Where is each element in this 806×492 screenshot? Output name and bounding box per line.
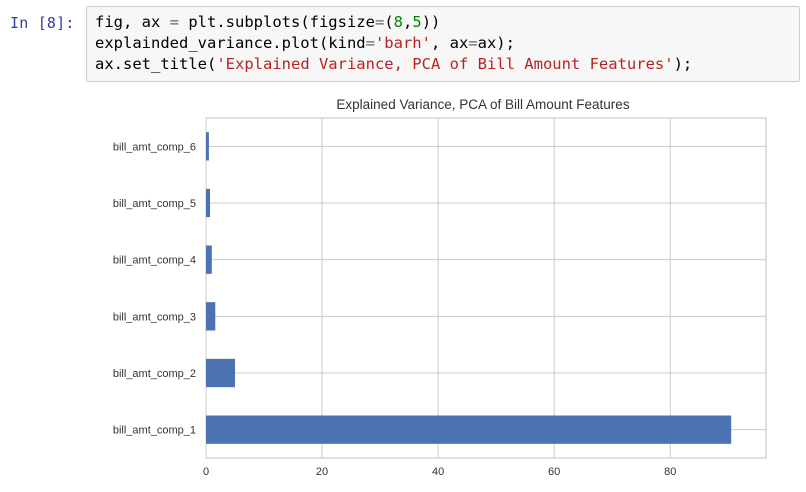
code-token: ( [384,13,394,31]
y-tick-label: bill_amt_comp_4 [113,255,196,267]
code-token: plt.subplots(figsize [179,13,375,31]
code-token: 5 [412,13,422,31]
bar-bill_amt_comp_3 [206,302,216,331]
code-token: = [169,13,179,31]
code-token: 8 [393,13,403,31]
bar-bill_amt_comp_6 [206,132,209,161]
y-tick-label: bill_amt_comp_6 [113,141,196,153]
code-token: ); [673,55,693,73]
y-tick-label: bill_amt_comp_2 [113,368,196,380]
y-tick-label: bill_amt_comp_1 [113,425,196,437]
code-token: = [468,34,478,52]
chart-title: Explained Variance, PCA of Bill Amount F… [336,97,629,112]
code-token: ax); [477,34,515,52]
code-token: )) [421,13,441,31]
code-token: , ax [430,34,469,52]
code-editor[interactable]: fig, ax = plt.subplots(figsize=(8,5)) exp… [86,6,800,82]
bar-bill_amt_comp_4 [206,245,212,274]
code-token: fig, ax [95,13,170,31]
bar-bill_amt_comp_2 [206,358,236,388]
code-token: explainded_variance.plot(kind [95,34,366,52]
code-token: , [403,13,413,31]
y-tick-label: bill_amt_comp_3 [113,311,196,323]
code-line: ax.set_title('Explained Variance, PCA of… [95,54,791,75]
x-tick-label: 20 [316,466,328,478]
code-line: fig, ax = plt.subplots(figsize=(8,5)) [95,12,791,33]
code-token: 'Explained Variance, PCA of Bill Amount … [216,55,674,73]
x-tick-label: 60 [548,466,560,478]
y-tick-label: bill_amt_comp_5 [113,198,196,210]
bar-bill_amt_comp_1 [206,415,732,444]
bar-bill_amt_comp_5 [206,188,211,218]
code-line: explainded_variance.plot(kind='barh', ax… [95,33,791,54]
plot-area [205,117,767,459]
code-token: ax.set_title( [95,55,217,73]
x-tick-label: 0 [203,466,209,478]
cell-output: 0 20 40 60 80 bill_amt_comp_1 bill_amt_comp_2 b… [86,90,800,488]
code-token: 'barh' [374,34,431,52]
x-tick-label: 40 [432,466,444,478]
bar-chart: 0 20 40 60 80 bill_amt_comp_1 bill_amt_comp_2 b… [113,97,767,478]
code-token: = [365,34,375,52]
x-tick-label: 80 [664,466,676,478]
code-token: = [374,13,385,31]
input-prompt: In [8]: [10,14,75,32]
